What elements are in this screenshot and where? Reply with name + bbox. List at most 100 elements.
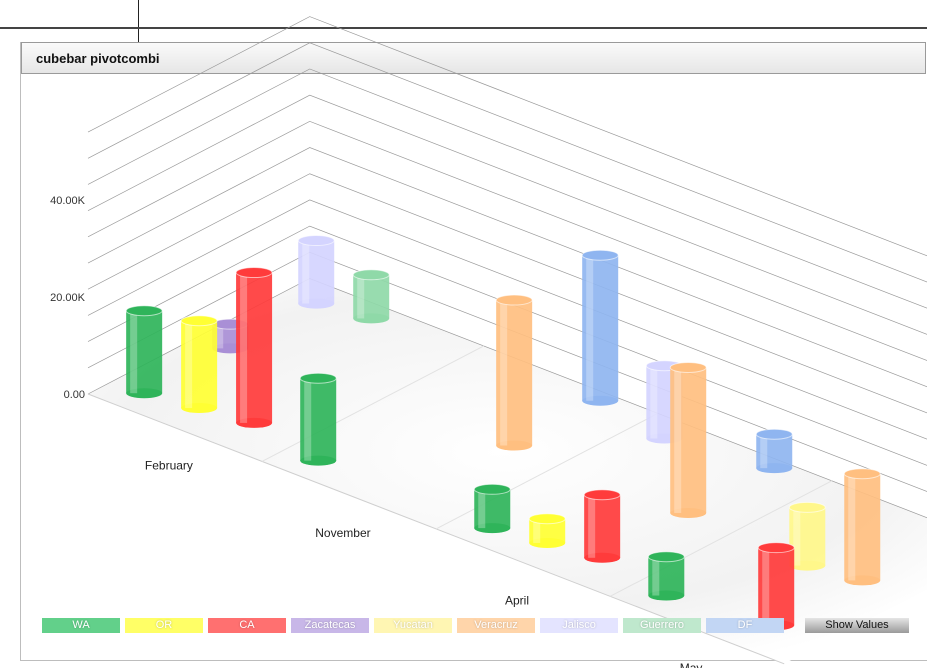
x-category-label: April: [505, 593, 529, 607]
bar-base: [300, 455, 337, 466]
bar-body: [236, 272, 273, 423]
y-tick-label: 20.00K: [50, 292, 86, 304]
bar-highlight: [240, 272, 248, 423]
bar-body: [582, 255, 619, 401]
bar-veracruz: [669, 361, 707, 518]
bar-base: [529, 537, 566, 548]
bar-base: [181, 403, 218, 414]
bar-highlight: [762, 547, 770, 626]
bar-top: [125, 305, 163, 317]
bar-base: [298, 298, 335, 309]
bar-df: [755, 428, 793, 474]
bar-ca: [235, 267, 273, 428]
top-border: [0, 27, 927, 29]
bar-base: [789, 560, 826, 571]
gridline: [87, 68, 927, 309]
bar-top: [843, 468, 881, 480]
gridline: [87, 147, 927, 388]
category-divider: [435, 412, 659, 530]
bar-yucatan: [788, 501, 826, 571]
bar-base: [236, 417, 273, 428]
bar-body: [181, 320, 218, 409]
legend-item-wa[interactable]: WA: [42, 618, 120, 633]
bar-body: [300, 378, 337, 461]
gridline: [87, 16, 927, 257]
gridline: [87, 94, 927, 335]
bar-veracruz: [843, 468, 881, 586]
bar-or: [180, 315, 218, 414]
chart-bars: [125, 235, 881, 631]
bar-base: [670, 507, 707, 518]
legend-item-or[interactable]: OR: [125, 618, 203, 633]
bar-highlight: [588, 494, 596, 558]
bar-base: [474, 523, 511, 534]
bar-or: [528, 513, 566, 548]
bar-veracruz: [495, 294, 533, 451]
x-category-label: May: [680, 661, 703, 668]
bar-wa: [125, 305, 163, 399]
legend-item-df[interactable]: DF: [706, 618, 784, 633]
legend-item-ca[interactable]: CA: [208, 618, 286, 633]
bar-base: [844, 575, 881, 586]
legend-item-guerrero[interactable]: Guerrero: [623, 618, 701, 633]
bar-top: [669, 361, 707, 373]
bar-top: [755, 428, 793, 440]
bar-wa: [473, 483, 511, 534]
legend-item-zacatecas[interactable]: Zacatecas: [291, 618, 369, 633]
bar-body: [126, 310, 163, 394]
x-axis: February November April May: [145, 345, 833, 668]
bar-top: [180, 315, 218, 327]
bar-highlight: [216, 324, 224, 349]
legend-item-yucatan[interactable]: Yucatan: [374, 618, 452, 633]
category-divider: [261, 345, 485, 462]
y-tick-label: 0.00: [64, 389, 85, 401]
bar-base: [648, 590, 685, 601]
y-axis: 0.00 20.00K 40.00K: [50, 195, 86, 401]
chart-walls: [88, 278, 927, 664]
bar-top: [788, 501, 826, 513]
bar-base: [756, 463, 793, 474]
bar-top: [757, 542, 795, 554]
bar-body: [584, 494, 621, 558]
bar-highlight: [650, 365, 658, 439]
x-category-label: November: [315, 526, 370, 540]
bar-highlight: [130, 310, 138, 394]
legend-item-jalisco[interactable]: Jalisco: [540, 618, 618, 633]
bar-body: [474, 489, 511, 529]
show-values-button[interactable]: Show Values: [805, 618, 909, 633]
bar-top: [647, 551, 685, 563]
gridline: [87, 225, 927, 466]
bar-body: [353, 274, 390, 319]
bar-highlight: [302, 240, 310, 304]
bar-highlight: [652, 556, 660, 596]
panel-header: cubebar pivotcombi: [21, 42, 926, 74]
bar-df: [581, 249, 619, 406]
bar-top: [528, 513, 566, 525]
bar-top: [299, 372, 337, 384]
legend-item-veracruz[interactable]: Veracruz: [457, 618, 535, 633]
gridline: [87, 173, 927, 414]
bar-highlight: [185, 320, 193, 409]
chart-floor: [88, 278, 927, 664]
bar-top: [583, 489, 621, 501]
x-category-label: February: [145, 459, 193, 473]
bar-base: [126, 388, 163, 399]
bar-highlight: [533, 518, 541, 543]
bar-ca: [583, 489, 621, 563]
bar-top: [495, 294, 533, 306]
bar-highlight: [586, 255, 594, 401]
bar-top: [473, 483, 511, 495]
category-divider: [609, 480, 833, 597]
bar-body: [758, 547, 795, 626]
bar-base: [353, 313, 390, 324]
bar-top: [581, 249, 619, 261]
gridline: [87, 199, 927, 440]
bar-base: [496, 440, 533, 451]
bar-highlight: [357, 274, 365, 319]
y-tick-label: 40.00K: [50, 195, 86, 207]
bar-ca: [757, 542, 795, 631]
bar-body: [844, 473, 881, 581]
bar-highlight: [793, 507, 801, 566]
bar-highlight: [674, 367, 682, 513]
